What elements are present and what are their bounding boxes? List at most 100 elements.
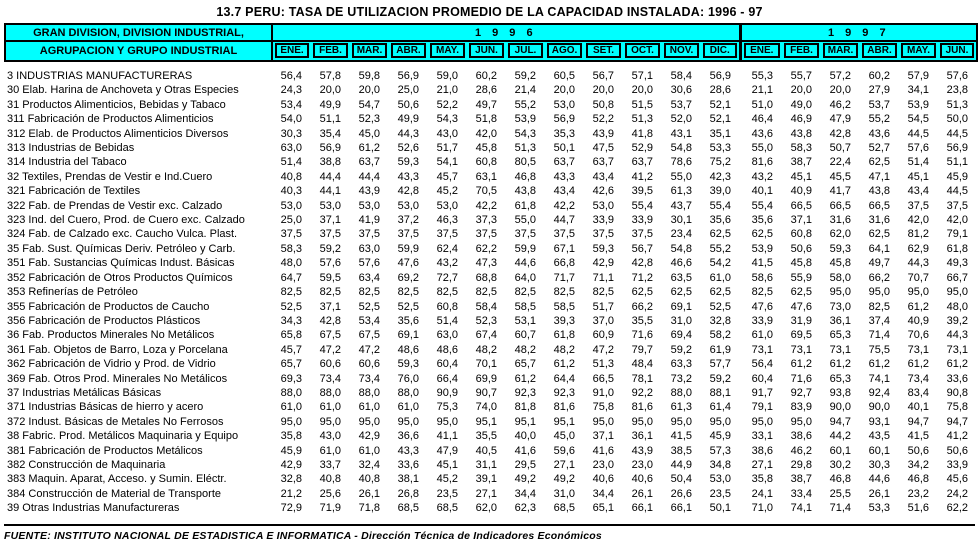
cell-value: 31,1 bbox=[475, 458, 497, 471]
cell-value: 51,7 bbox=[436, 142, 458, 155]
cell-value: 52,1 bbox=[709, 98, 731, 111]
cell-value: 42,3 bbox=[709, 170, 731, 183]
column-header-month: MAY. bbox=[428, 41, 467, 61]
cell-value: 39,3 bbox=[553, 314, 575, 327]
cell-value: 23,0 bbox=[631, 458, 653, 471]
cell-value: 57,7 bbox=[709, 358, 731, 371]
cell-value: 54,3 bbox=[436, 113, 458, 126]
cell-value: 47,9 bbox=[829, 113, 851, 126]
cell-value: 47,6 bbox=[790, 300, 812, 313]
cell-value: 35,5 bbox=[631, 314, 653, 327]
cell-value: 75,8 bbox=[592, 401, 614, 414]
cell-value: 63,0 bbox=[436, 329, 458, 342]
row-label: 323 Ind. del Cuero, Prod. de Cuero exc. … bbox=[7, 214, 245, 227]
cell-value: 51,3 bbox=[946, 98, 968, 111]
cell-value: 81,2 bbox=[907, 228, 929, 241]
cell-value: 69,5 bbox=[790, 329, 812, 342]
cell-value: 65,8 bbox=[280, 329, 302, 342]
cell-value: 69,1 bbox=[397, 329, 419, 342]
cell-value: 21,2 bbox=[280, 487, 302, 500]
cell-value: 44,6 bbox=[514, 257, 536, 270]
cell-value: 78,1 bbox=[631, 372, 653, 385]
cell-value: 30,6 bbox=[670, 84, 692, 97]
cell-value: 60,6 bbox=[358, 358, 380, 371]
cell-value: 45,8 bbox=[790, 257, 812, 270]
cell-value: 92,2 bbox=[631, 386, 653, 399]
row-label: 39 Otras Industrias Manufactureras bbox=[7, 502, 180, 515]
cell-value: 52,2 bbox=[592, 113, 614, 126]
cell-value: 62,2 bbox=[475, 242, 497, 255]
cell-value: 46,8 bbox=[829, 473, 851, 486]
table-row: 369 Fab. Otros Prod. Minerales No Metáli… bbox=[4, 372, 976, 386]
cell-value: 58,3 bbox=[280, 242, 302, 255]
cell-value: 38,8 bbox=[319, 156, 341, 169]
cell-value: 43,7 bbox=[670, 199, 692, 212]
cell-value: 44,4 bbox=[319, 170, 341, 183]
month-label: FEB. bbox=[313, 43, 348, 58]
cell-value: 44,5 bbox=[907, 127, 929, 140]
cell-value: 53,4 bbox=[358, 314, 380, 327]
cell-value: 52,6 bbox=[397, 142, 419, 155]
cell-value: 61,0 bbox=[319, 444, 341, 457]
cell-value: 53,7 bbox=[670, 98, 692, 111]
cell-value: 57,6 bbox=[907, 142, 929, 155]
cell-value: 56,9 bbox=[319, 142, 341, 155]
cell-value: 20,0 bbox=[358, 84, 380, 97]
cell-value: 59,2 bbox=[514, 70, 536, 82]
cell-value: 51,4 bbox=[436, 314, 458, 327]
cell-value: 42,8 bbox=[631, 257, 653, 270]
table-row: 39 Otras Industrias Manufactureras 72,9 71… bbox=[4, 501, 976, 515]
cell-value: 48,2 bbox=[475, 343, 497, 356]
cell-value: 53,0 bbox=[592, 199, 614, 212]
cell-value: 46,6 bbox=[670, 257, 692, 270]
cell-value: 62,3 bbox=[514, 502, 536, 515]
cell-value: 35,6 bbox=[751, 214, 773, 227]
column-header-month: ABR. bbox=[860, 41, 900, 61]
cell-value: 79,1 bbox=[946, 228, 968, 241]
cell-value: 53,0 bbox=[358, 199, 380, 212]
cell-value: 33,1 bbox=[751, 430, 773, 443]
table-row: 362 Fabricación de Vidrio y Prod. de Vid… bbox=[4, 357, 976, 371]
cell-value: 54,0 bbox=[280, 113, 302, 126]
cell-value: 42,9 bbox=[280, 458, 302, 471]
cell-value: 43,0 bbox=[319, 430, 341, 443]
cell-value: 73,4 bbox=[319, 372, 341, 385]
cell-value: 45,1 bbox=[907, 170, 929, 183]
cell-value: 52,3 bbox=[475, 314, 497, 327]
cell-value: 92,7 bbox=[790, 386, 812, 399]
cell-value: 44,7 bbox=[553, 214, 575, 227]
cell-value: 23,5 bbox=[709, 487, 731, 500]
cell-value: 43,6 bbox=[868, 127, 890, 140]
cell-value: 20,0 bbox=[592, 84, 614, 97]
cell-value: 37,3 bbox=[475, 214, 497, 227]
cell-value: 65,3 bbox=[829, 372, 851, 385]
cell-value: 42,0 bbox=[946, 214, 968, 227]
cell-value: 60,9 bbox=[592, 329, 614, 342]
cell-value: 60,7 bbox=[514, 329, 536, 342]
cell-value: 60,5 bbox=[553, 70, 575, 82]
cell-value: 88,0 bbox=[319, 386, 341, 399]
cell-value: 37,5 bbox=[436, 228, 458, 241]
cell-value: 95,0 bbox=[709, 415, 731, 428]
cell-value: 61,0 bbox=[319, 401, 341, 414]
cell-value: 43,9 bbox=[358, 185, 380, 198]
table-row: 323 Ind. del Cuero, Prod. de Cuero exc. … bbox=[4, 213, 976, 227]
cell-value: 67,5 bbox=[319, 329, 341, 342]
cell-value: 20,0 bbox=[553, 84, 575, 97]
cell-value: 45,1 bbox=[436, 458, 458, 471]
cell-value: 45,6 bbox=[946, 473, 968, 486]
cell-value: 55,9 bbox=[790, 271, 812, 284]
cell-value: 82,5 bbox=[475, 286, 497, 299]
cell-value: 51,5 bbox=[631, 98, 653, 111]
header-month-row: AGRUPACION Y GRUPO INDUSTRIAL ENE. FEB. MA… bbox=[5, 41, 978, 61]
cell-value: 26,8 bbox=[397, 487, 419, 500]
cell-value: 53,0 bbox=[319, 199, 341, 212]
cell-value: 43,5 bbox=[868, 430, 890, 443]
cell-value: 81,6 bbox=[751, 156, 773, 169]
cell-value: 38,6 bbox=[751, 444, 773, 457]
cell-value: 52,5 bbox=[358, 300, 380, 313]
cell-value: 57,6 bbox=[358, 257, 380, 270]
cell-value: 66,5 bbox=[868, 199, 890, 212]
year-header-1997: 1 9 9 7 bbox=[738, 24, 978, 42]
cell-value: 63,3 bbox=[670, 358, 692, 371]
